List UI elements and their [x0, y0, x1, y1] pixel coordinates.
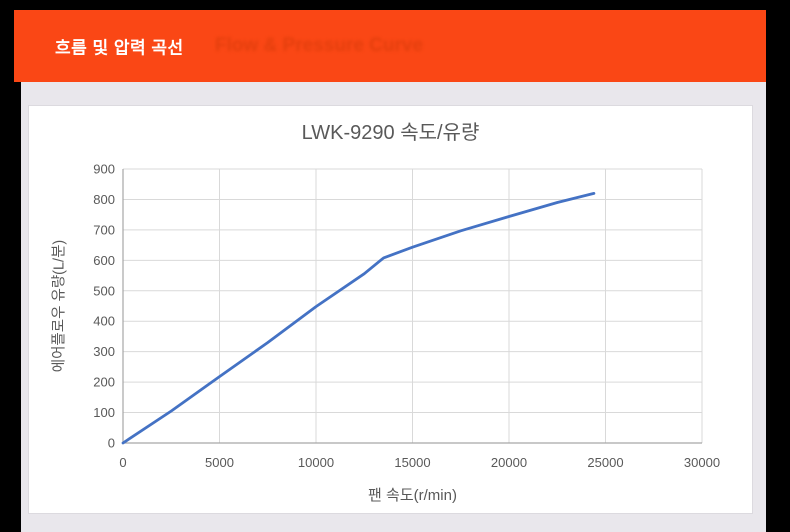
chart-title: LWK-9290 속도/유량 [301, 122, 480, 144]
header-title-ghost-english: Flow & Pressure Curve [215, 35, 424, 56]
header-title: 흐름 및 압력 곡선 [55, 38, 184, 58]
chart-card: LWK-9290 속도/유량 0 100 200 300 400 500 600 700 800… [28, 105, 753, 514]
svg-text:200: 200 [93, 375, 115, 390]
header-banner: Flow & Pressure Curve 흐름 및 압력 곡선 [14, 10, 766, 82]
svg-text:25000: 25000 [587, 455, 623, 470]
svg-text:30000: 30000 [684, 455, 720, 470]
svg-text:500: 500 [93, 283, 115, 298]
svg-text:400: 400 [93, 314, 115, 329]
svg-text:900: 900 [93, 162, 115, 177]
svg-text:15000: 15000 [394, 455, 430, 470]
line-chart: 0 100 200 300 400 500 600 700 800 900 0 5000 10000 15… [93, 162, 720, 471]
svg-text:20000: 20000 [491, 455, 527, 470]
content-area: LWK-9290 속도/유량 0 100 200 300 400 500 600 700 800… [21, 82, 766, 532]
svg-text:10000: 10000 [298, 455, 334, 470]
x-axis-label: 팬 속도(r/min) [368, 487, 457, 504]
svg-text:0: 0 [108, 436, 115, 451]
y-axis-label: 에어플로우 유량(L/분) [51, 239, 68, 373]
page-frame-top [0, 0, 790, 10]
svg-text:300: 300 [93, 344, 115, 359]
svg-text:100: 100 [93, 405, 115, 420]
svg-text:0: 0 [119, 455, 126, 470]
svg-text:800: 800 [93, 192, 115, 207]
svg-text:600: 600 [93, 253, 115, 268]
svg-text:5000: 5000 [205, 455, 234, 470]
svg-text:700: 700 [93, 222, 115, 237]
